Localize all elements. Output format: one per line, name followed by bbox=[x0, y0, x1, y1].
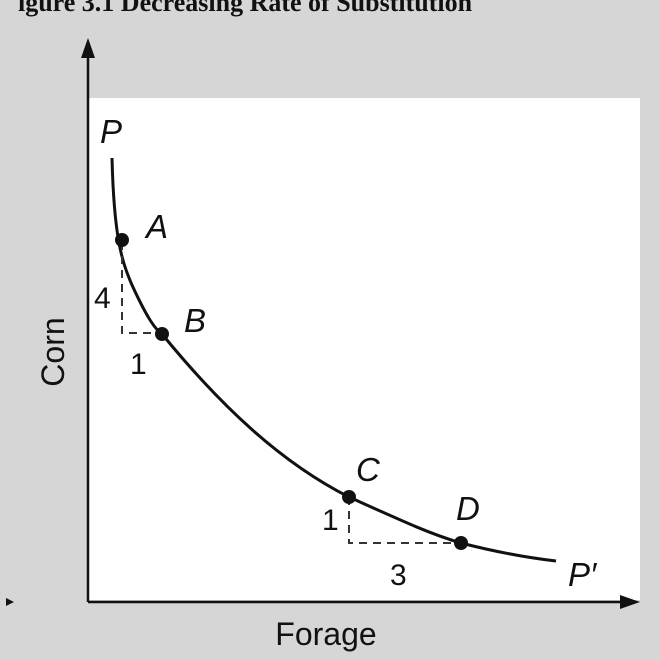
plot-area bbox=[88, 98, 640, 600]
point-a-label: A bbox=[144, 208, 168, 245]
point-b-label: B bbox=[184, 302, 206, 339]
x-axis-label: Forage bbox=[275, 616, 376, 652]
point-a-marker bbox=[115, 233, 129, 247]
point-d-marker bbox=[454, 536, 468, 550]
y-axis-arrowhead bbox=[81, 38, 95, 58]
x-axis-arrowhead bbox=[620, 595, 640, 609]
point-c-label: C bbox=[356, 451, 381, 488]
point-b-marker bbox=[155, 327, 169, 341]
point-c-marker bbox=[342, 490, 356, 504]
triangle-ab-dashed-lines bbox=[121, 242, 162, 334]
triangle-cd-vertical-label: 1 bbox=[322, 504, 339, 537]
curve-start-label: P bbox=[100, 113, 122, 150]
curve-end-label: P′ bbox=[568, 556, 598, 593]
triangle-cd-dashed-lines bbox=[348, 497, 461, 544]
triangle-cd-horizontal-label: 3 bbox=[390, 559, 407, 592]
figure-title: igure 3.1 Decreasing Rate of Substitutio… bbox=[18, 0, 473, 17]
y-axis-label: Corn bbox=[35, 317, 71, 386]
left-edge-tick bbox=[6, 598, 14, 606]
triangle-ab-vertical-label: 4 bbox=[94, 282, 111, 315]
triangle-ab-horizontal-label: 1 bbox=[130, 348, 147, 381]
point-d-label: D bbox=[456, 490, 480, 527]
